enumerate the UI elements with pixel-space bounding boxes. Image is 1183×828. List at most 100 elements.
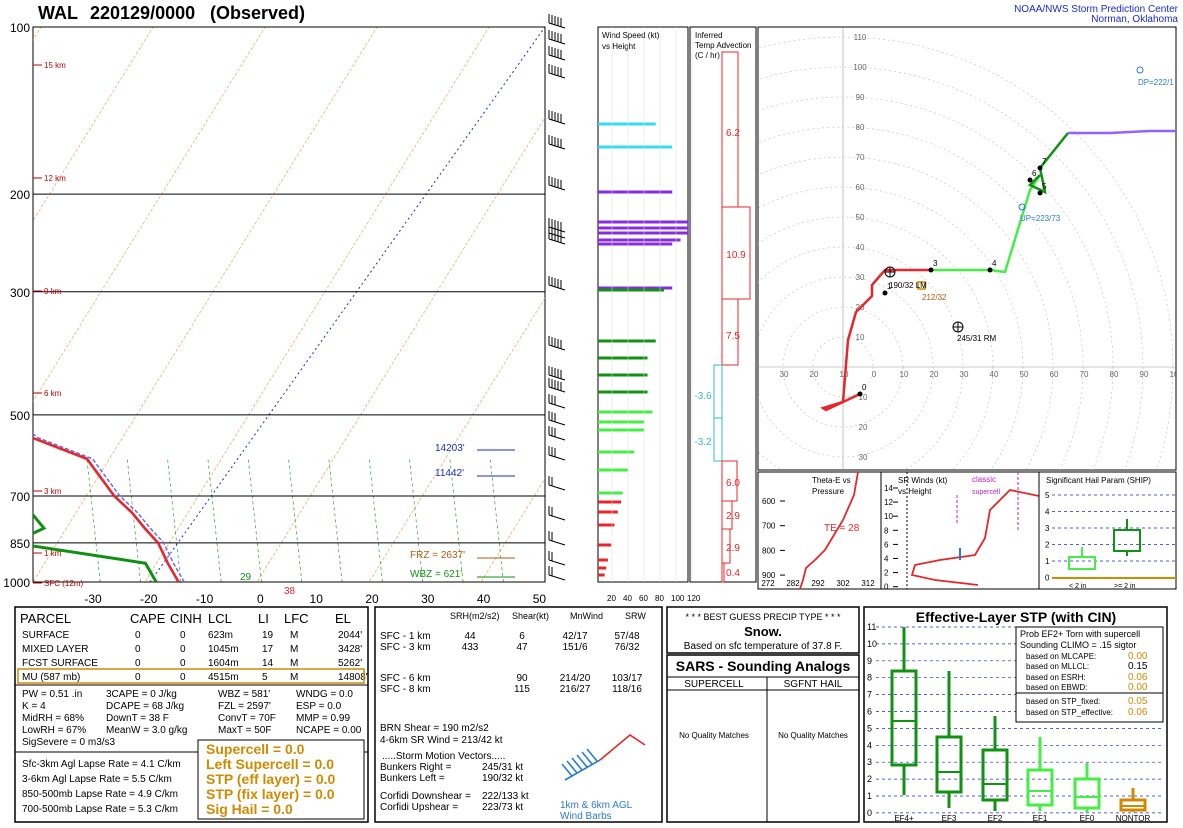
parcel-cell: M xyxy=(290,644,298,655)
parcel-header-cell: PARCEL xyxy=(20,611,71,626)
ship-title: Significant Hail Param (SHIP) xyxy=(1046,476,1151,485)
sr-y-label: 2 xyxy=(884,569,889,578)
isotherm-line xyxy=(144,27,490,582)
ship-cat-2: >= 2 in xyxy=(1114,583,1136,590)
sr-classic-label: classic xyxy=(972,475,996,484)
ship-frame xyxy=(1038,471,1177,590)
hodo-label-rm: 245/31 RM xyxy=(957,334,996,343)
isotherm-line xyxy=(256,116,545,582)
frz-level-label: FRZ = 2637' xyxy=(410,550,465,561)
stp-box xyxy=(890,669,918,767)
parcel-cell: FCST SURFACE xyxy=(22,658,98,669)
precip-title: * * * BEST GUESS PRECIP TYPE * * * xyxy=(685,612,841,622)
parcel-header-cell: CINH xyxy=(170,611,202,626)
isotherm-line xyxy=(368,297,545,582)
parcel-cell: 0 xyxy=(135,644,141,655)
advection-box xyxy=(713,364,723,419)
kinematics-cell: SFC - 1 km xyxy=(380,631,431,642)
wind-barb xyxy=(548,226,566,233)
sfc-temp-label: 38 xyxy=(284,586,296,597)
wind-speed-title-1: Wind Speed (kt) xyxy=(602,31,660,40)
isotherm-line xyxy=(33,27,154,222)
barb-caption-2: Wind Barbs xyxy=(560,811,612,822)
barb-6km xyxy=(599,734,646,761)
index-cell: WNDG = 0.0 xyxy=(296,689,353,700)
advection-box xyxy=(721,562,725,583)
kinematics-cell: 57/48 xyxy=(614,631,639,642)
wind-axis-label: 60 xyxy=(639,594,648,603)
hodo-label-lm: 190/32 LM xyxy=(889,281,927,290)
mixing-ratio-line xyxy=(207,458,222,582)
barb-flag xyxy=(566,760,578,774)
ship-y-label: 0 xyxy=(1045,574,1050,583)
wind-barb xyxy=(548,344,566,351)
ship-y-label: 4 xyxy=(1045,508,1050,517)
sr-y-label: 0 xyxy=(884,583,889,592)
parcel-cell: M xyxy=(290,658,298,669)
hodo-height-label: 1 xyxy=(887,282,892,291)
wind-barb xyxy=(548,419,566,426)
composite-value: STP (fix layer) = 0.0 xyxy=(206,786,335,802)
kinematics-cell: 42/17 xyxy=(562,631,587,642)
hodo-ring-label: 20 xyxy=(859,423,868,432)
hodo-height-marker xyxy=(857,391,863,397)
storm-motion-title: .....Storm Motion Vectors..... xyxy=(382,751,505,762)
corfidi-down-marker xyxy=(1136,66,1144,74)
index-cell: K = 4 xyxy=(22,701,46,712)
mean-wind-marker xyxy=(917,281,926,290)
station-id: WAL xyxy=(38,3,78,23)
index-cell: FZL = 2597' xyxy=(218,701,271,712)
stp-y-label: 6 xyxy=(867,707,872,717)
stp-y-label: 10 xyxy=(867,639,877,649)
stp-box xyxy=(981,748,1009,802)
sars-col-hail: SGFNT HAIL xyxy=(784,679,843,690)
wind-axis-label: 100 xyxy=(671,594,685,603)
lapse-rate-row: 850-500mb Lapse Rate = 4.9 C/km xyxy=(22,789,178,800)
advection-value: 6.0 xyxy=(726,478,740,489)
hodo-ring-label: 40 xyxy=(856,243,865,252)
stp-prob-label: based on MLCAPE: xyxy=(1026,652,1096,661)
hodo-ring-label: 30 xyxy=(856,273,865,282)
sars-col-supercell: SUPERCELL xyxy=(684,679,744,690)
advection-value: 2.9 xyxy=(726,543,740,554)
stp-prob-line2: Sounding CLIMO = .15 sigtor xyxy=(1020,640,1136,650)
wind-barb xyxy=(548,539,566,546)
kinematics-cell: 433 xyxy=(462,642,479,653)
parcel-cell: 1604m xyxy=(208,658,239,669)
stp-y-label: 7 xyxy=(867,690,872,700)
hodo-height-label: 3 xyxy=(933,259,938,268)
temp-advection-title-3: (C / hr) xyxy=(695,51,720,60)
pressure-label: 850 xyxy=(10,537,30,551)
parcel-panel: PARCEL CAPE CINH LCL LI LFC EL SURFACE 0 0 623m 19… xyxy=(14,606,369,823)
wind-barb xyxy=(548,232,566,239)
ship-y-label: 2 xyxy=(1045,541,1050,550)
advection-value: 6.2 xyxy=(726,128,740,139)
temperature-trace xyxy=(33,436,180,582)
height-label-2: 11442' xyxy=(435,468,464,479)
mixing-ratio-line xyxy=(247,458,262,582)
index-cell: DownT = 38 F xyxy=(106,713,169,724)
theta-e-panel: Theta-E vs Pressure TE = 28 600 700 800 900… xyxy=(757,471,882,590)
temp-tick-label: -10 xyxy=(196,592,214,606)
stp-category-label: EF2 xyxy=(988,814,1003,823)
lapse-rate-row: 700-500mb Lapse Rate = 5.3 C/km xyxy=(22,804,178,815)
theta-x-label: 272 xyxy=(761,579,775,588)
height-label: 9 km xyxy=(44,287,62,296)
index-cell: ESP = 0.0 xyxy=(296,701,342,712)
hodo-height-marker xyxy=(1037,165,1043,171)
hodo-x-label: 30 xyxy=(780,370,789,379)
kinematics-cell: 76/32 xyxy=(614,642,639,653)
advection-value: 0.4 xyxy=(726,568,740,579)
index-cell: MidRH = 68% xyxy=(22,713,84,724)
pressure-label: 200 xyxy=(10,188,30,202)
hodo-height-label: 0 xyxy=(862,383,867,392)
index-cell: LowRH = 67% xyxy=(22,725,86,736)
sr-y-label: 6 xyxy=(884,540,889,549)
kinematics-header-cell: MnWind xyxy=(570,611,603,621)
precip-note: Based on sfc temperature of 37.8 F. xyxy=(684,641,842,652)
theta-e-title-2: Pressure xyxy=(812,487,845,496)
credit-line-2: Norman, Oklahoma xyxy=(1091,14,1178,25)
ship-box-small xyxy=(1068,556,1096,570)
parcel-cell: 5262' xyxy=(338,658,362,669)
